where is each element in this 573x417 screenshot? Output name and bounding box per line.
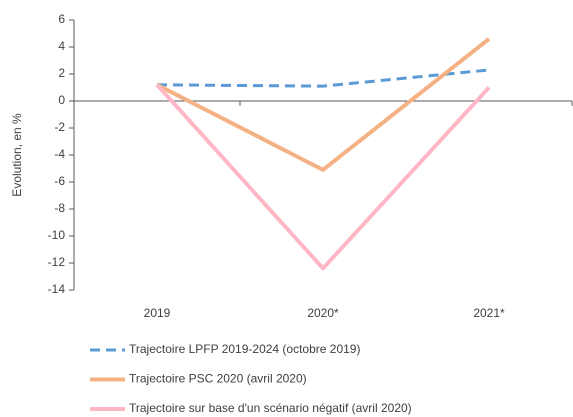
- legend-label: Trajectoire sur base d'un scénario négat…: [129, 401, 412, 415]
- y-tick-label: 4: [58, 39, 65, 53]
- line-series: [156, 37, 491, 172]
- x-tick-label: 2020*: [307, 306, 339, 320]
- y-tick-label: -4: [54, 147, 65, 161]
- legend-label: Trajectoire LPFP 2019-2024 (octobre 2019…: [129, 342, 360, 356]
- y-tick-label: -8: [54, 201, 65, 215]
- line-series: [156, 68, 490, 88]
- line-series: [155, 83, 491, 271]
- y-tick-label: 6: [58, 12, 65, 26]
- y-tick-label: -14: [48, 282, 66, 296]
- y-tick-label: 0: [58, 93, 65, 107]
- x-tick-label: 2021*: [473, 306, 505, 320]
- y-tick-label: 2: [58, 66, 65, 80]
- legend-label: Trajectoire PSC 2020 (avril 2020): [129, 372, 307, 386]
- y-tick-label: -2: [54, 120, 65, 134]
- y-tick-label: -12: [48, 255, 66, 269]
- y-tick-label: -10: [48, 228, 66, 242]
- y-axis-label: Evolution, en %: [10, 113, 24, 197]
- x-tick-label: 2019: [144, 306, 171, 320]
- y-tick-label: -6: [54, 174, 65, 188]
